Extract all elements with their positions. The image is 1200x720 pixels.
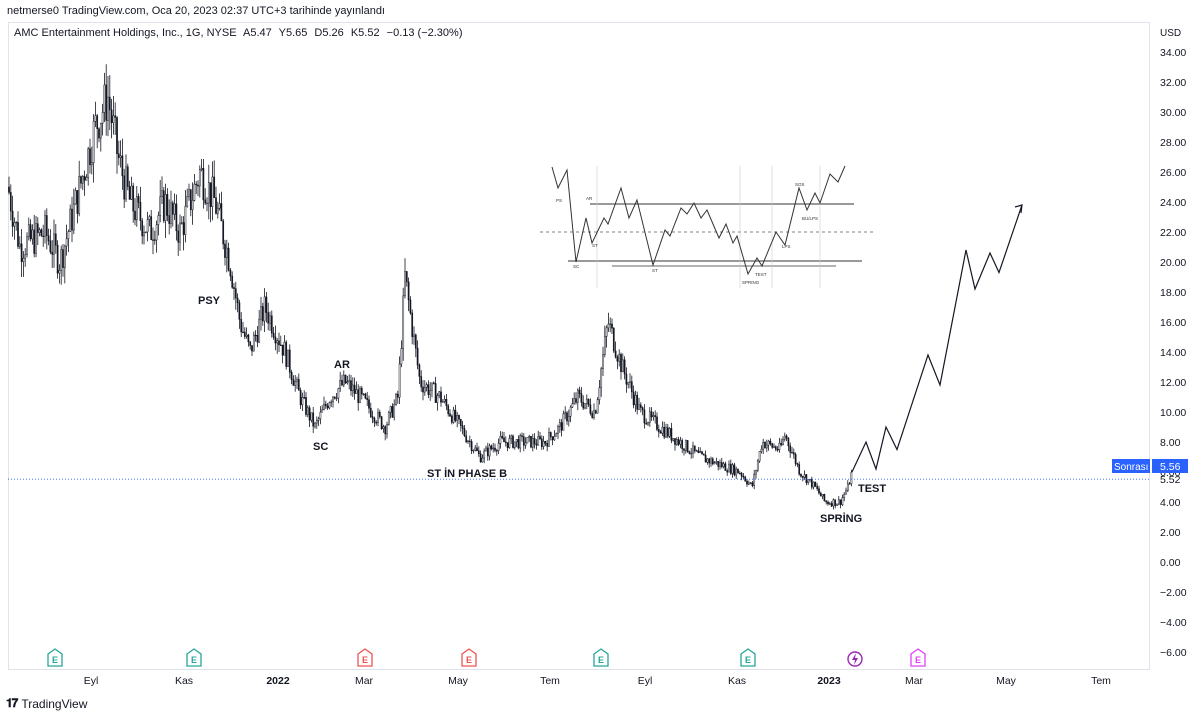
publish-info: netmerse0 TradingView.com, Oca 20, 2023 …: [7, 5, 385, 17]
y-tick-label: 6.00: [1160, 467, 1181, 479]
y-tick-label: 30.00: [1160, 107, 1186, 119]
y-tick-label: 20.00: [1160, 257, 1186, 269]
time-axis: Eyl Kas 2022 Mar May Tem Eyl Kas 2023 Mar May Tem: [84, 675, 1111, 687]
open-value: A5.47: [243, 27, 272, 39]
y-tick-label: 16.00: [1160, 317, 1186, 329]
y-tick-label: 2.00: [1160, 527, 1181, 539]
y-tick-label: 12.00: [1160, 377, 1186, 389]
x-tick-label: Eyl: [84, 675, 99, 687]
x-tick-label: Kas: [175, 675, 193, 687]
badge-value: 5.56: [1160, 461, 1181, 473]
y-tick-label: 4.00: [1160, 497, 1181, 509]
y-tick-label: −4.00: [1160, 617, 1187, 629]
high-value: Y5.65: [278, 27, 308, 39]
y-tick-label: 18.00: [1160, 287, 1186, 299]
y-tick-label: 0.00: [1160, 557, 1181, 569]
current-price-label: 5.52: [1160, 474, 1181, 486]
y-tick-label: 14.00: [1160, 347, 1186, 359]
y-tick-label: 32.00: [1160, 77, 1186, 89]
x-tick-label: Tem: [1091, 675, 1111, 687]
y-tick-label: −6.00: [1160, 647, 1187, 659]
x-tick-label: Kas: [728, 675, 746, 687]
change-value: −0.13 (−2.30%): [386, 27, 463, 39]
y-tick-label: 34.00: [1160, 47, 1186, 59]
y-tick-label: 26.00: [1160, 167, 1186, 179]
x-tick-label: 2023: [817, 675, 841, 687]
x-tick-label: Eyl: [638, 675, 653, 687]
x-tick-label: Tem: [540, 675, 560, 687]
low-value: D5.26: [314, 27, 344, 39]
tradingview-footer[interactable]: 𝟏𝟕 TradingView: [6, 696, 87, 711]
badge-value-bg: [1152, 459, 1188, 473]
x-tick-label: May: [448, 675, 469, 687]
y-tick-label: −2.00: [1160, 587, 1187, 599]
brand-name: TradingView: [21, 696, 88, 711]
close-value: K5.52: [350, 27, 380, 39]
chart-area[interactable]: [8, 22, 1150, 670]
symbol-legend: AMC Entertainment Holdings, Inc., 1G, NY…: [14, 27, 467, 39]
x-tick-label: Mar: [905, 675, 924, 687]
y-tick-label: 8.00: [1160, 437, 1181, 449]
y-tick-label: 22.00: [1160, 227, 1186, 239]
y-tick-label: 28.00: [1160, 137, 1186, 149]
x-tick-label: Mar: [355, 675, 374, 687]
tradingview-logo-icon: 𝟏𝟕: [6, 696, 18, 710]
y-tick-label: 10.00: [1160, 407, 1186, 419]
y-tick-label: 24.00: [1160, 197, 1186, 209]
x-tick-label: May: [996, 675, 1017, 687]
currency-label: USD: [1160, 28, 1181, 39]
x-tick-label: 2022: [266, 675, 290, 687]
symbol-name: AMC Entertainment Holdings, Inc., 1G, NY…: [14, 27, 237, 39]
